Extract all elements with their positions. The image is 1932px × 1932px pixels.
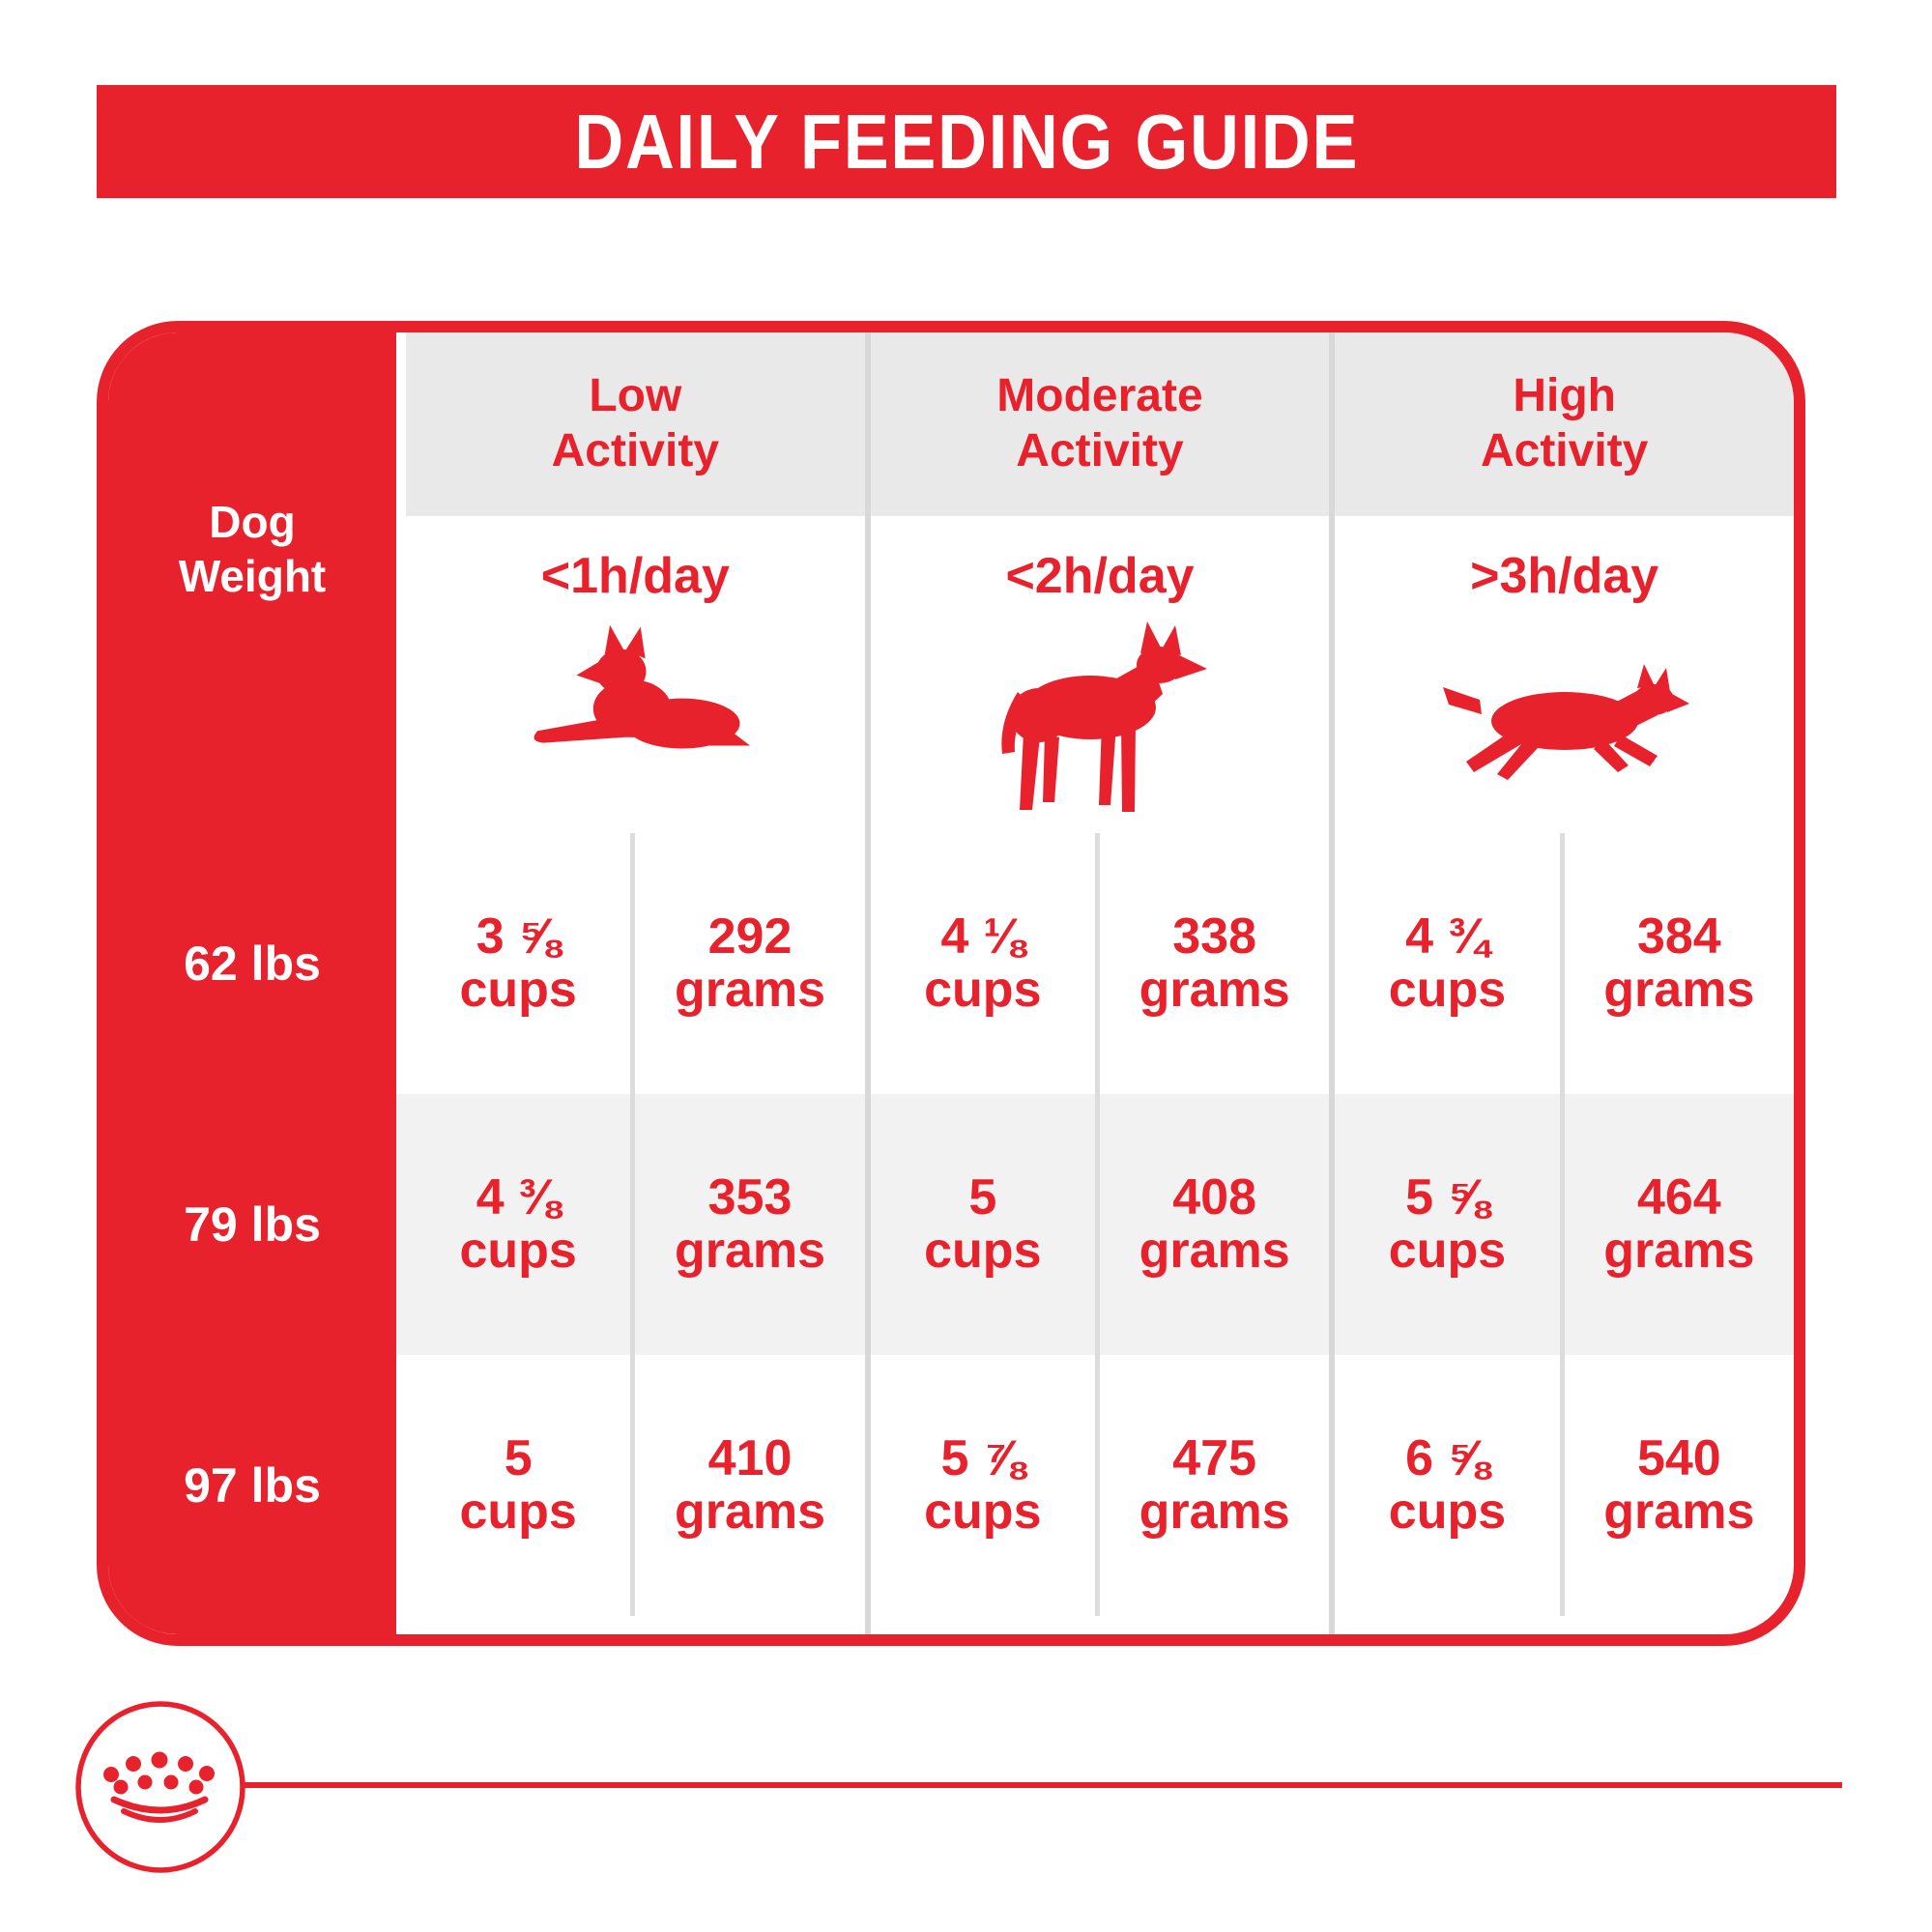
cell-moderate-grams: 475 grams	[1139, 1430, 1290, 1540]
header-low-activity: Low Activity	[406, 332, 865, 516]
cell-low-cups: 5 cups	[406, 1355, 636, 1616]
cell-high-grams: 464 grams	[1564, 1094, 1794, 1355]
weight-column-title: Dog Weight	[178, 496, 327, 601]
zone-low-activity: <1h/day	[406, 516, 865, 833]
cell-moderate-cups: 5 cups	[870, 1094, 1100, 1355]
duration-moderate: <2h/day	[1005, 548, 1195, 604]
zone-moderate-activity: <2h/day	[871, 516, 1330, 833]
cell-low-grams: 292 grams	[674, 908, 826, 1018]
dog-running-icon	[1442, 664, 1689, 780]
feeding-table: Dog Weight 62 lbs 79 lbs 97 lbs Low Acti…	[97, 321, 1805, 1646]
cell-high-cups: 5 ⅝ cups	[1335, 1094, 1565, 1355]
cell-moderate-cups: 4 ⅛ cups	[871, 833, 1100, 1094]
cell-moderate-cups: 5 ⅞ cups	[871, 1355, 1100, 1616]
weight-column-header-cell: Dog Weight	[108, 332, 396, 833]
header-moderate-activity: Moderate Activity	[870, 332, 1330, 516]
royal-canin-crown-logo	[75, 1701, 245, 1873]
cell-moderate-grams: 338 grams	[1139, 908, 1290, 1018]
dog-standing-icon	[1001, 621, 1207, 812]
cell-high-grams: 384 grams	[1603, 908, 1755, 1018]
duration-low: <1h/day	[540, 548, 730, 604]
weight-value: 97 lbs	[184, 1458, 321, 1513]
column-divider	[1329, 332, 1336, 1634]
dog-lying-icon	[533, 624, 751, 749]
weight-value: 62 lbs	[184, 937, 321, 991]
weight-row-2: 79 lbs	[108, 1094, 396, 1355]
page-title: DAILY FEEDING GUIDE	[574, 98, 1359, 185]
stripe-filler	[396, 1094, 406, 1355]
weight-row-1: 62 lbs	[108, 833, 396, 1094]
cell-high-grams: 540 grams	[1603, 1430, 1755, 1540]
cell-high-cups: 6 ⅝ cups	[1335, 1355, 1565, 1616]
duration-high: >3h/day	[1470, 548, 1659, 604]
footer-divider-line	[243, 1782, 1842, 1788]
column-divider	[864, 332, 871, 1634]
cell-low-grams: 353 grams	[635, 1094, 865, 1355]
header-high-activity: High Activity	[1335, 332, 1794, 516]
cell-low-cups: 3 ⅝ cups	[406, 833, 636, 1094]
cell-moderate-grams: 408 grams	[1099, 1094, 1330, 1355]
weight-value: 79 lbs	[184, 1197, 321, 1252]
weight-column-footer-cell	[108, 1616, 396, 1634]
title-banner: DAILY FEEDING GUIDE	[97, 85, 1836, 198]
cell-low-grams: 410 grams	[674, 1430, 826, 1540]
zone-high-activity: >3h/day	[1335, 516, 1794, 833]
weight-row-3: 97 lbs	[108, 1355, 396, 1616]
cell-high-cups: 4 ¾ cups	[1335, 833, 1565, 1094]
cell-low-cups: 4 ⅜ cups	[406, 1094, 636, 1355]
